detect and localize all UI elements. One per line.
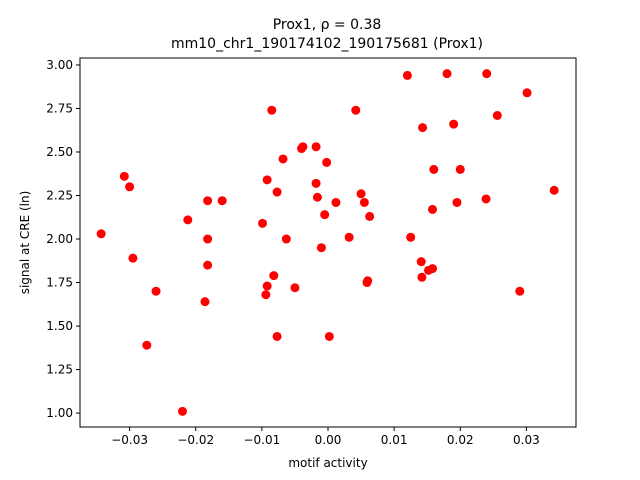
data-point-42 <box>406 232 416 242</box>
data-point-54 <box>481 194 491 204</box>
data-point-17 <box>267 105 277 115</box>
data-point-49 <box>429 164 439 174</box>
data-point-53 <box>455 164 465 174</box>
data-point-27 <box>311 178 321 188</box>
data-point-31 <box>322 157 332 167</box>
data-point-41 <box>402 70 412 80</box>
data-point-36 <box>356 189 366 199</box>
data-point-22 <box>281 234 291 244</box>
data-point-40 <box>365 211 375 221</box>
data-point-19 <box>272 331 282 341</box>
y-axis-label: signal at CRE (ln) <box>18 191 32 295</box>
data-point-7 <box>183 215 193 225</box>
data-point-59 <box>549 185 559 195</box>
x-axis-ticks: −0.03 −0.02 −0.01 0.00 0.01 0.02 0.03 <box>111 427 540 447</box>
y-axis-ticks: 1.00 1.25 1.50 1.75 2.00 2.25 2.50 2.75 3.00 <box>46 58 80 420</box>
x-tick-label: 0.01 <box>381 433 408 447</box>
x-axis-label: motif activity <box>288 456 367 470</box>
y-tick-label: 2.50 <box>46 145 73 159</box>
data-point-2 <box>125 182 135 192</box>
data-point-50 <box>442 69 452 79</box>
y-tick-label: 2.00 <box>46 232 73 246</box>
data-point-51 <box>449 119 459 129</box>
data-point-43 <box>416 257 426 267</box>
y-tick-label: 1.50 <box>46 319 73 333</box>
data-point-5 <box>151 286 161 296</box>
data-point-48 <box>427 204 437 214</box>
chart-title-line1: Prox1, ρ = 0.38 <box>273 17 382 33</box>
data-point-52 <box>452 197 462 207</box>
data-point-44 <box>417 272 427 282</box>
x-tick-label: −0.01 <box>243 433 280 447</box>
data-point-4 <box>142 340 152 350</box>
y-tick-label: 1.25 <box>46 363 73 377</box>
data-point-30 <box>320 210 330 220</box>
data-point-15 <box>262 281 272 291</box>
plot-frame <box>79 57 577 428</box>
x-tick-label: −0.03 <box>111 433 148 447</box>
data-point-29 <box>316 243 326 253</box>
data-point-14 <box>261 290 271 300</box>
data-point-3 <box>128 253 138 263</box>
y-tick-label: 2.25 <box>46 189 73 203</box>
data-point-6 <box>178 406 188 416</box>
points-layer <box>96 69 559 416</box>
data-point-12 <box>217 196 227 206</box>
data-point-0 <box>96 229 106 239</box>
data-point-57 <box>515 286 525 296</box>
data-point-18 <box>269 271 279 281</box>
data-point-35 <box>351 105 361 115</box>
y-tick-label: 1.00 <box>46 406 73 420</box>
data-point-23 <box>290 283 300 293</box>
data-point-11 <box>203 260 213 270</box>
y-tick-label: 2.75 <box>46 101 73 115</box>
x-tick-label: 0.00 <box>315 433 342 447</box>
data-point-10 <box>203 234 213 244</box>
data-point-1 <box>119 171 129 181</box>
chart-title-line2: mm10_chr1_190174102_190175681 (Prox1) <box>171 36 483 52</box>
data-point-32 <box>324 331 334 341</box>
data-point-8 <box>200 297 210 307</box>
data-point-26 <box>311 142 321 152</box>
data-point-39 <box>363 276 373 286</box>
x-tick-label: 0.02 <box>447 433 474 447</box>
x-tick-label: 0.03 <box>513 433 540 447</box>
data-point-16 <box>262 175 272 185</box>
data-point-20 <box>272 187 282 197</box>
data-point-55 <box>482 69 492 79</box>
y-tick-label: 1.75 <box>46 276 73 290</box>
data-point-47 <box>427 264 437 274</box>
data-point-25 <box>298 142 308 152</box>
data-point-13 <box>258 218 268 228</box>
data-point-34 <box>344 232 354 242</box>
data-point-21 <box>278 154 288 164</box>
data-point-56 <box>492 110 502 120</box>
data-point-9 <box>203 196 213 206</box>
data-point-37 <box>359 197 369 207</box>
data-point-58 <box>522 88 532 98</box>
data-point-28 <box>312 192 322 202</box>
data-point-45 <box>418 123 428 133</box>
data-point-33 <box>331 197 341 207</box>
x-tick-label: −0.02 <box>177 433 214 447</box>
y-tick-label: 3.00 <box>46 58 73 72</box>
